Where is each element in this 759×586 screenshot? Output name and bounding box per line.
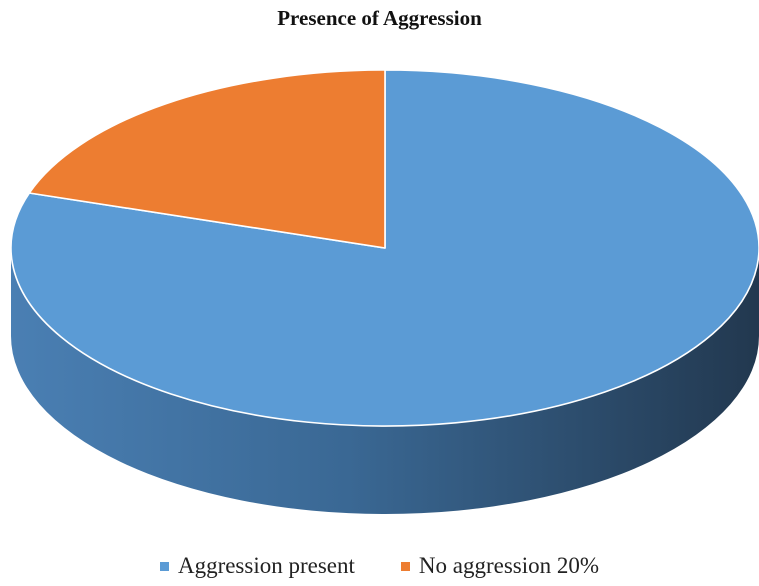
chart-title: Presence of Aggression [277,6,482,30]
legend-swatch-no-aggression [400,561,410,571]
legend-item-no-aggression: No aggression 20% [400,553,600,579]
chart-legend: Aggression present No aggression 20% [0,553,759,579]
legend-label-no-aggression: No aggression 20% [418,553,600,578]
legend-item-aggression-present: Aggression present [159,553,355,579]
legend-label-aggression-present: Aggression present [177,553,355,578]
legend-swatch-aggression-present [159,561,169,571]
pie-chart [10,69,759,514]
pie-side-0-0 [11,248,759,514]
pie-slice-no-aggression-20 [28,69,386,249]
